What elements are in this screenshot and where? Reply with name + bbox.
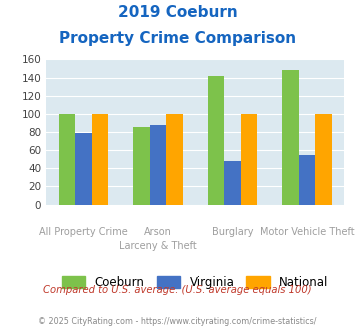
Text: © 2025 CityRating.com - https://www.cityrating.com/crime-statistics/: © 2025 CityRating.com - https://www.city… <box>38 317 317 326</box>
Bar <box>75 133 92 205</box>
Text: Compared to U.S. average. (U.S. average equals 100): Compared to U.S. average. (U.S. average … <box>43 285 312 295</box>
Text: Property Crime Comparison: Property Crime Comparison <box>59 31 296 46</box>
Text: Burglary: Burglary <box>212 227 253 237</box>
Bar <box>59 114 75 205</box>
Bar <box>283 70 299 205</box>
Bar <box>315 114 332 205</box>
Bar <box>241 114 257 205</box>
Bar <box>208 76 224 205</box>
Bar <box>224 161 241 205</box>
Text: 2019 Coeburn: 2019 Coeburn <box>118 5 237 20</box>
Bar <box>299 155 315 205</box>
Bar <box>150 125 166 205</box>
Text: All Property Crime: All Property Crime <box>39 227 128 237</box>
Bar <box>92 114 108 205</box>
Bar <box>166 114 182 205</box>
Text: Larceny & Theft: Larceny & Theft <box>119 241 197 251</box>
Bar <box>133 127 150 205</box>
Text: Arson: Arson <box>144 227 172 237</box>
Text: Motor Vehicle Theft: Motor Vehicle Theft <box>260 227 354 237</box>
Legend: Coeburn, Virginia, National: Coeburn, Virginia, National <box>57 272 333 294</box>
